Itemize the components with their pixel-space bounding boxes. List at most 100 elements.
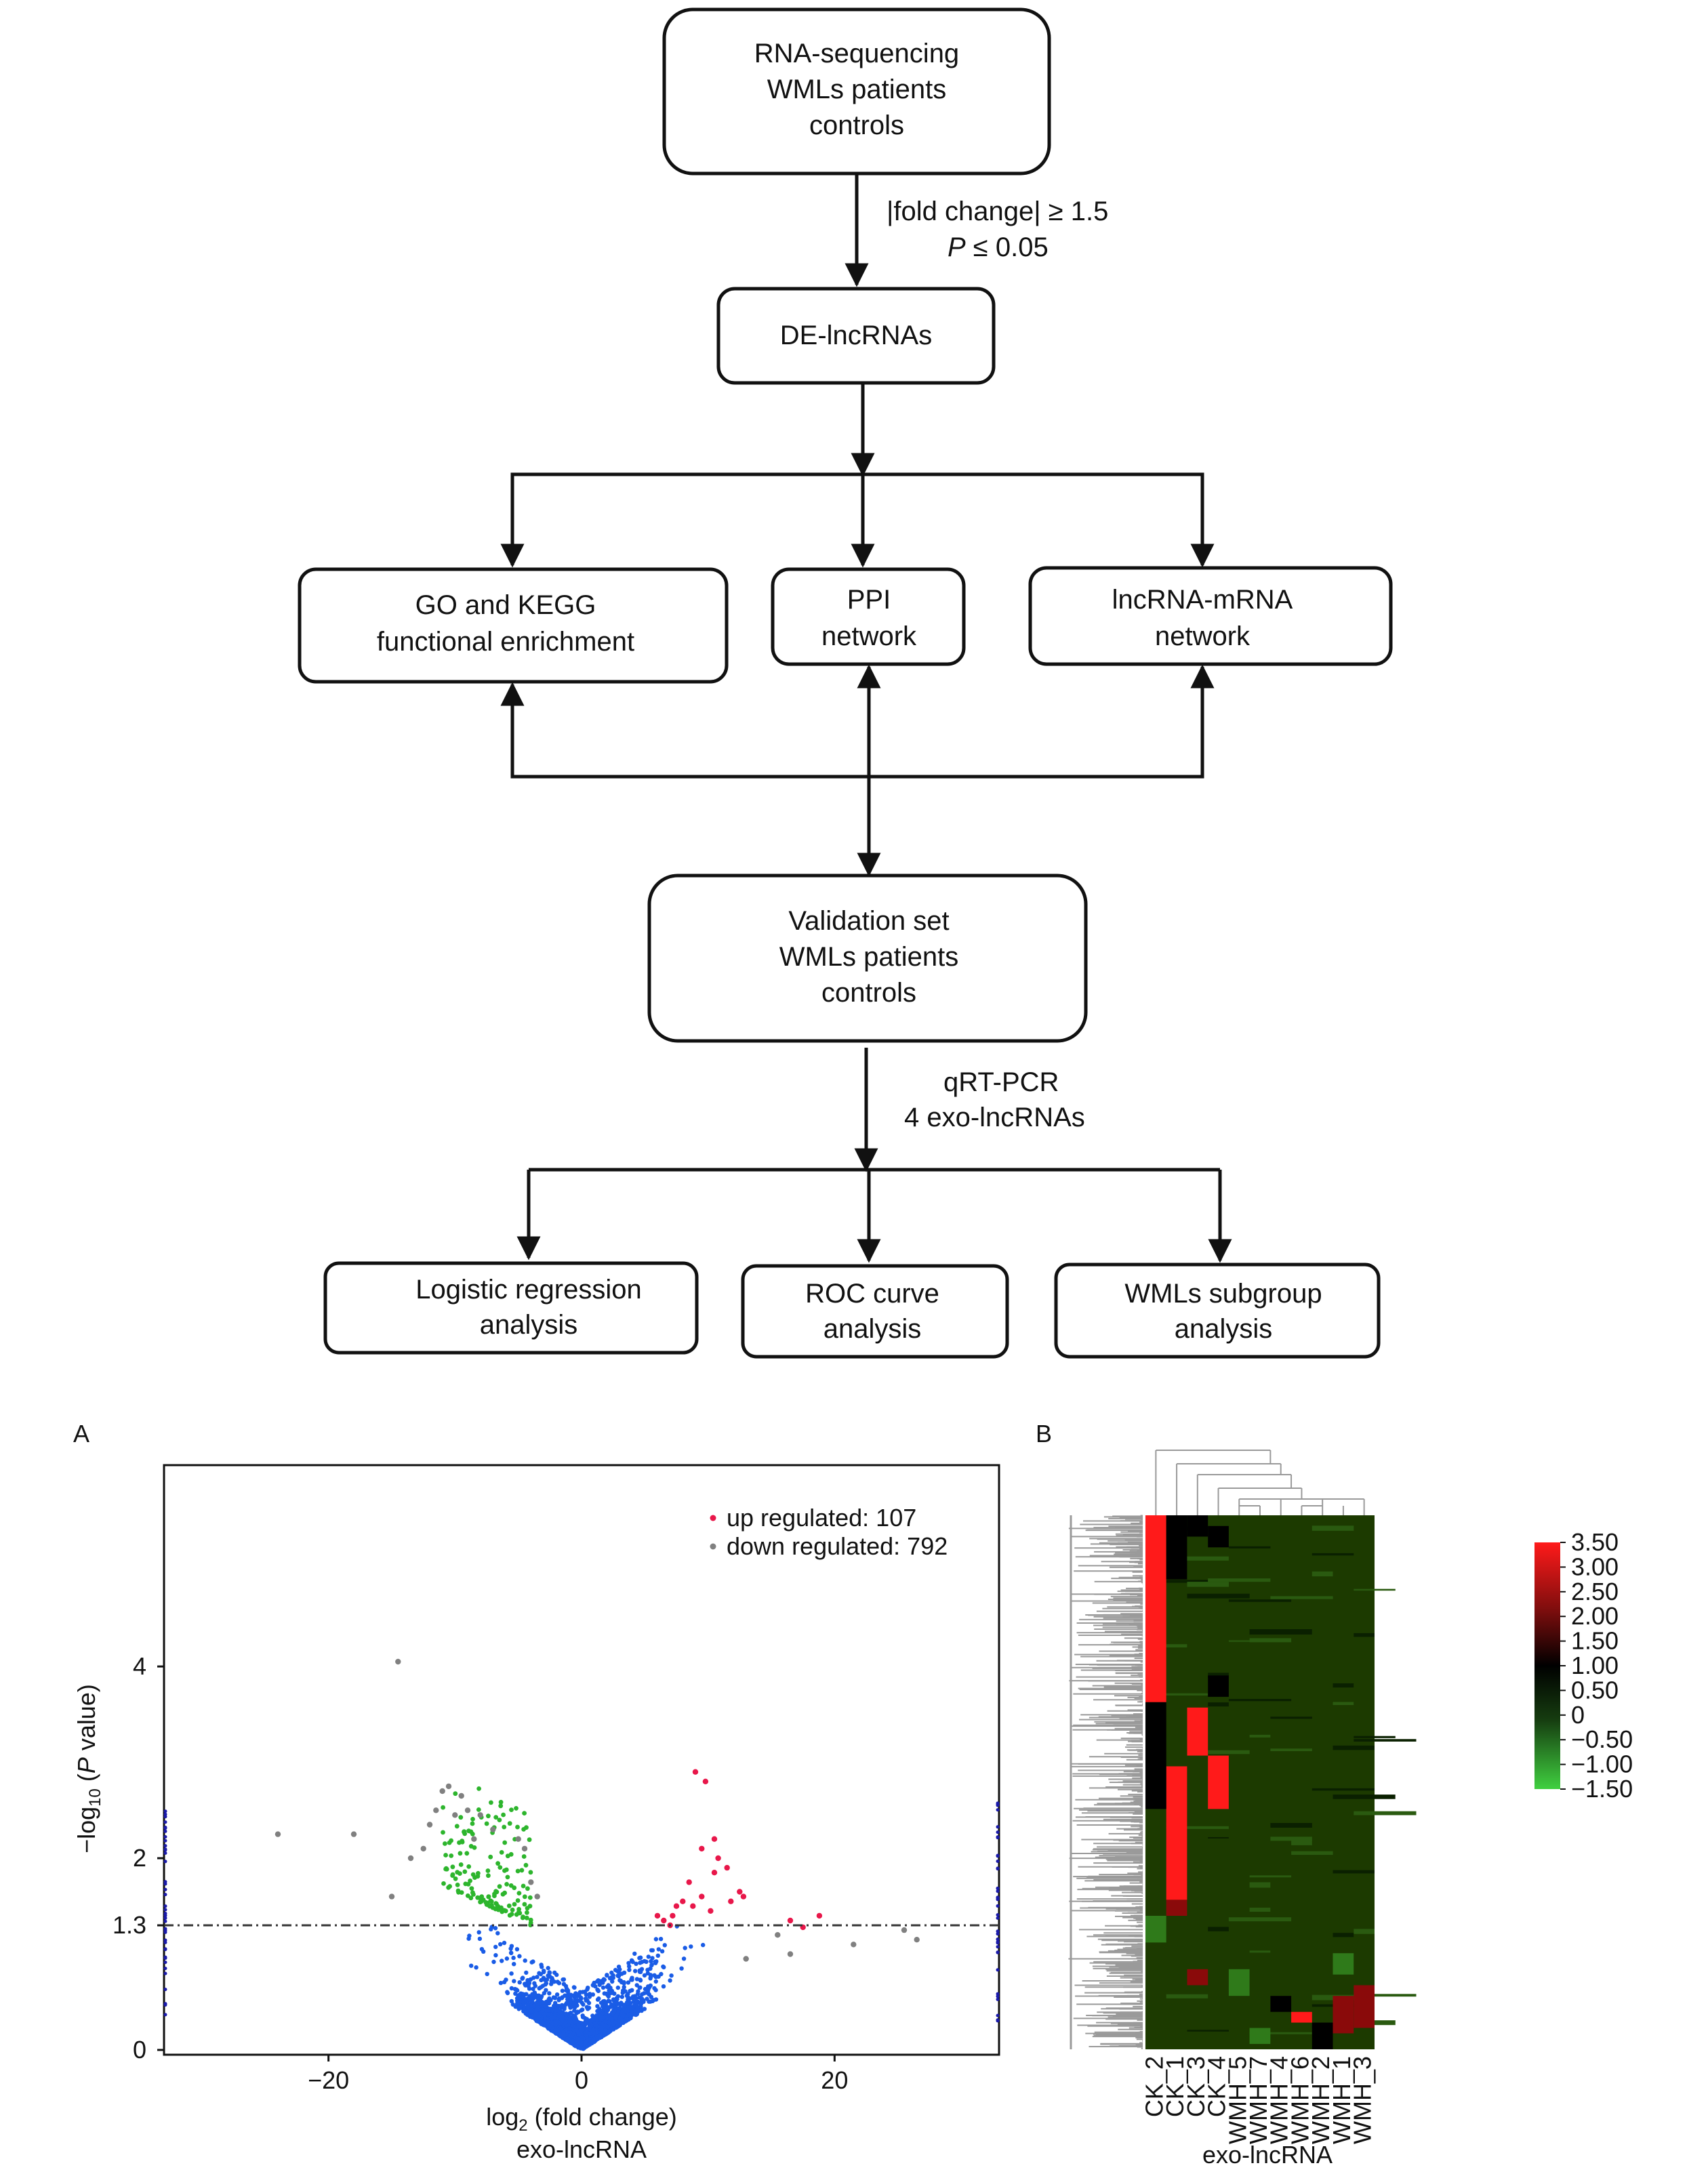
data-point: [702, 1778, 709, 1784]
data-point-background: [601, 2011, 605, 2016]
heatmap-cell: [1166, 1900, 1187, 1916]
logistic-regression-box: Logistic regression analysis: [323, 1261, 699, 1355]
heatmap-cell: [1354, 1929, 1375, 1934]
heatmap-column-label: WMH_2: [1307, 2056, 1335, 2144]
data-point-background: [514, 1996, 520, 2001]
data-point-background: [546, 1965, 550, 1971]
data-point-background: [487, 1904, 492, 1909]
data-point-background: [163, 2003, 167, 2007]
data-point-background: [502, 1840, 508, 1845]
heatmap-cell: [1333, 1953, 1354, 1975]
data-point-background: [650, 1948, 655, 1953]
data-point: [407, 1855, 414, 1862]
heatmap-cell: [1291, 1851, 1333, 1855]
data-point-background: [163, 1882, 167, 1886]
heatmap-column-label: WMH_1: [1328, 2056, 1356, 2144]
exo-lncrnas-count-label: 4 exo-lncRNAs: [904, 1103, 1085, 1132]
heatmap-cell: [1166, 1994, 1208, 1998]
heatmap-cell: [1208, 1578, 1271, 1582]
heatmap-cell: [1333, 1870, 1375, 1874]
data-point-background: [531, 1986, 535, 1992]
data-point-background: [163, 1860, 167, 1864]
data-point-background: [525, 1977, 530, 1983]
data-point-background: [649, 1958, 653, 1964]
data-point-background: [577, 1998, 582, 2003]
data-point-background: [450, 1872, 455, 1877]
data-point-background: [613, 2013, 619, 2018]
data-point-background: [552, 1996, 558, 2001]
data-point-background: [626, 1961, 631, 1965]
heatmap-cell: [1166, 1526, 1208, 1531]
data-point: [388, 1893, 395, 1900]
data-point: [458, 1792, 464, 1799]
legend-up-label: up regulated: 107: [727, 1504, 916, 1532]
data-point-background: [474, 1965, 479, 1970]
data-point: [743, 1956, 749, 1962]
data-point-background: [996, 1825, 1000, 1829]
data-point-background: [576, 2009, 581, 2015]
colorbar-tick-label: 0.50: [1571, 1676, 1619, 1704]
x-tick-label: 0: [575, 2066, 588, 2094]
data-point-background: [527, 1895, 533, 1900]
data-point-background: [592, 2017, 596, 2022]
data-point-background: [606, 1983, 611, 1988]
data-point-background: [449, 1853, 454, 1858]
data-point-background: [546, 2019, 551, 2024]
volcano-series-points: [274, 1658, 920, 1962]
data-point-background: [493, 1926, 498, 1931]
validation-line-3: controls: [821, 978, 916, 1008]
y-tick-label: 4: [133, 1652, 146, 1680]
heatmap-cell: [1166, 1515, 1187, 1580]
data-point: [715, 1855, 721, 1862]
data-point-background: [996, 1968, 1000, 1972]
data-point-background: [996, 1835, 1000, 1839]
data-point-background: [588, 2031, 592, 2036]
data-point-background: [504, 1867, 509, 1872]
data-point-background: [575, 2003, 580, 2008]
heatmap-cell: [1228, 1699, 1292, 1702]
data-point-background: [524, 1992, 529, 1996]
data-point-background: [501, 1812, 506, 1818]
data-point-background: [464, 1851, 470, 1856]
data-point: [699, 1845, 705, 1852]
data-point-background: [468, 1879, 472, 1883]
data-point-background: [618, 1971, 623, 1977]
data-point-background: [604, 2011, 609, 2016]
heatmap-cell: [1187, 1593, 1250, 1599]
data-point-background: [558, 2026, 563, 2031]
data-point-background: [656, 1947, 661, 1952]
data-point-background: [996, 1854, 1000, 1858]
heatmap-column-label: WMH_4: [1265, 2056, 1293, 2144]
data-point-background: [532, 1994, 537, 1998]
data-point-background: [493, 1906, 498, 1912]
data-point: [452, 1812, 458, 1818]
data-point-background: [596, 1988, 601, 1993]
data-point: [534, 1893, 540, 1900]
data-point-background: [485, 1971, 489, 1977]
heatmap-cell: [1228, 1546, 1271, 1549]
data-point-background: [163, 1916, 167, 1920]
data-point-background: [537, 1996, 543, 2001]
heatmap-cell: [1228, 1969, 1250, 1996]
heatmap-cell: [1270, 1837, 1312, 1841]
data-point-background: [563, 2020, 568, 2026]
data-point-background: [516, 1891, 522, 1896]
data-point-background: [574, 2026, 579, 2030]
data-point-background: [523, 1958, 527, 1963]
data-point-background: [638, 2002, 643, 2007]
data-point-background: [601, 1985, 606, 1990]
column-dendrogram: [1155, 1450, 1365, 1515]
roc-line-1: ROC curve: [805, 1279, 939, 1309]
data-point-background: [512, 1902, 517, 1907]
data-point: [680, 1898, 686, 1904]
data-point-background: [535, 1975, 540, 1980]
data-point-background: [441, 1805, 445, 1810]
data-point-background: [513, 1991, 518, 1996]
data-point-background: [477, 1936, 483, 1942]
data-point-background: [679, 1966, 684, 1971]
row-dendrogram: [1068, 1515, 1143, 2049]
data-point-background: [996, 1950, 1000, 1954]
data-point: [686, 1879, 692, 1885]
data-point-background: [652, 1986, 657, 1991]
heatmap-cell: [1312, 1553, 1354, 1556]
